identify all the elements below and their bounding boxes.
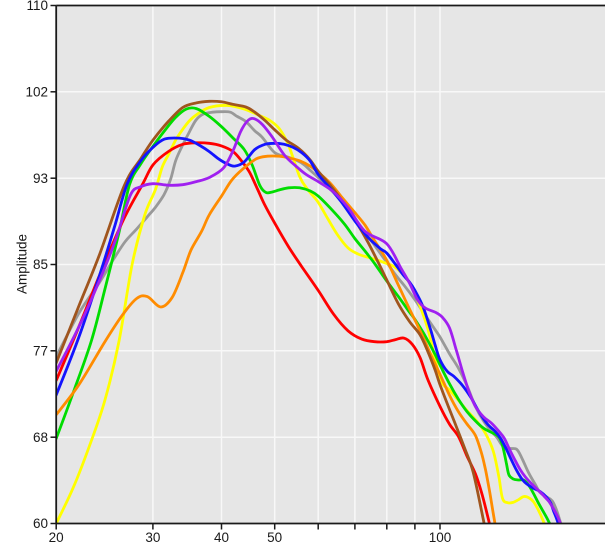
svg-text:100: 100 — [429, 530, 452, 545]
svg-text:85: 85 — [33, 257, 48, 272]
svg-text:30: 30 — [145, 530, 160, 545]
svg-text:110: 110 — [26, 0, 48, 13]
svg-text:20: 20 — [49, 530, 64, 545]
svg-text:50: 50 — [267, 530, 282, 545]
svg-text:68: 68 — [33, 430, 48, 445]
svg-text:Amplitude: Amplitude — [15, 234, 30, 294]
svg-text:93: 93 — [33, 171, 48, 186]
svg-text:102: 102 — [25, 85, 48, 100]
svg-text:77: 77 — [33, 344, 48, 359]
svg-text:60: 60 — [33, 516, 48, 531]
svg-text:40: 40 — [214, 530, 229, 545]
